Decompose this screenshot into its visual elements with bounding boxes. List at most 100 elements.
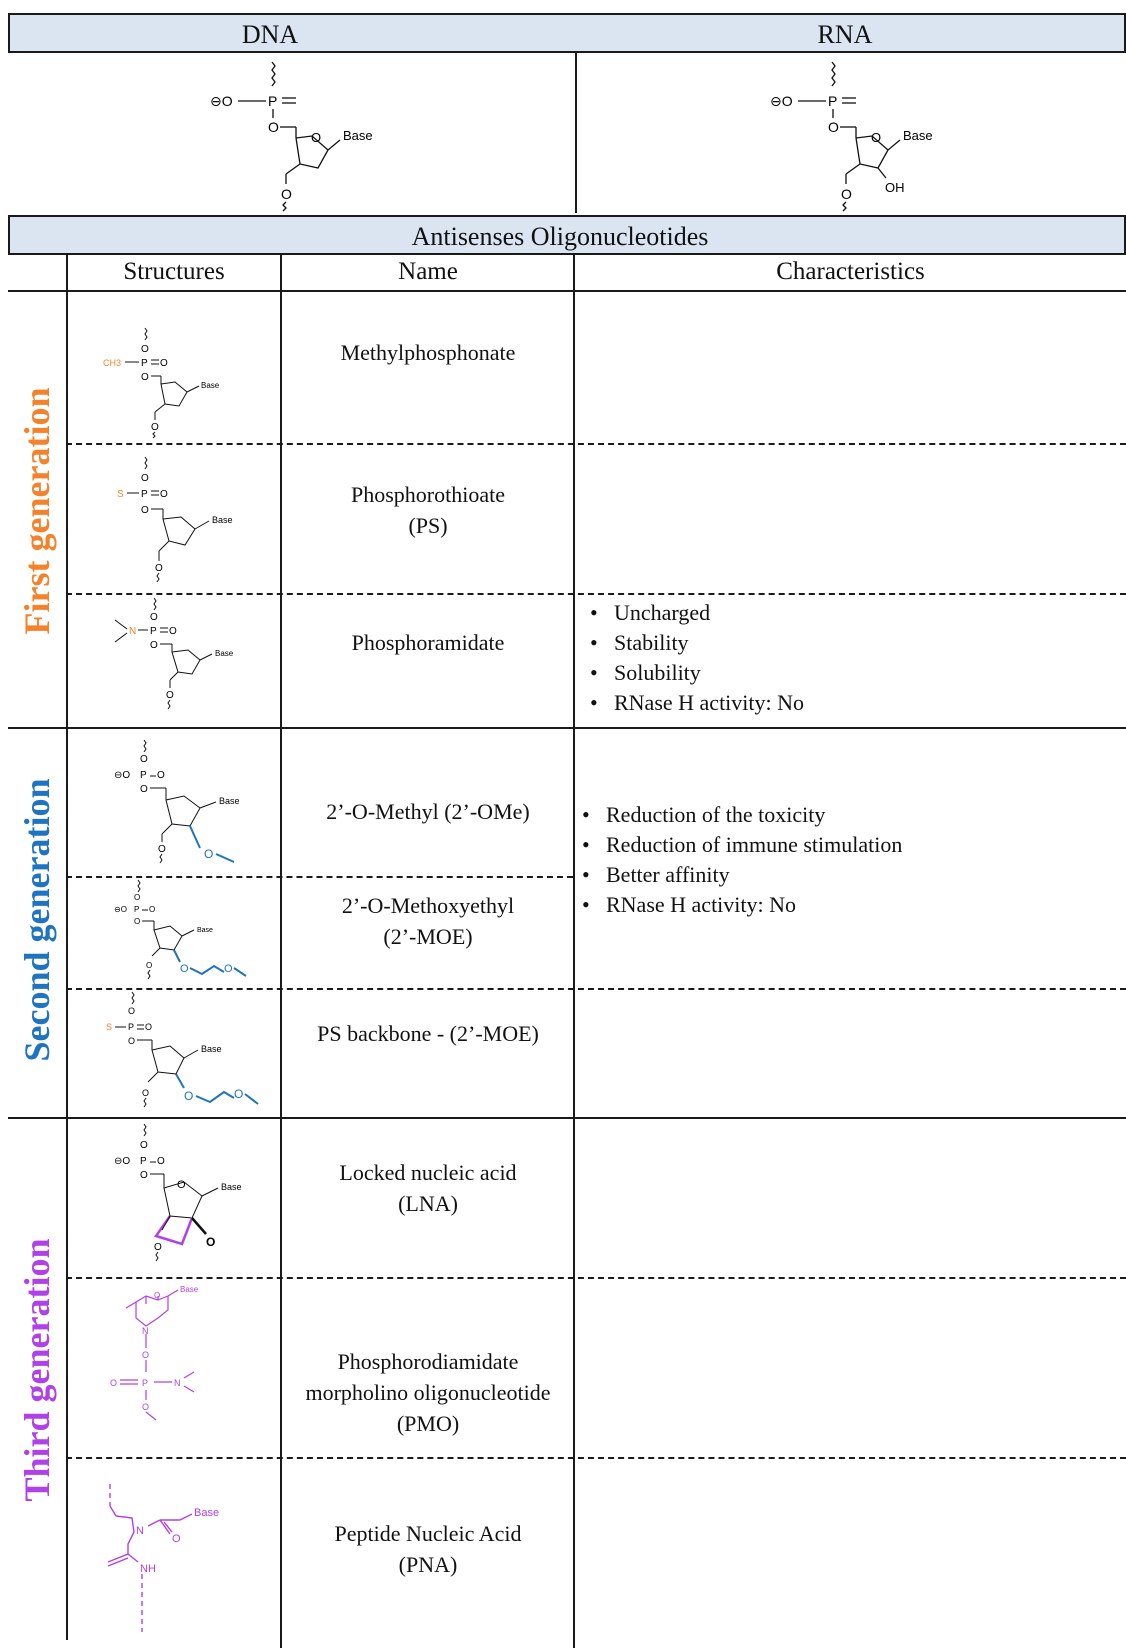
o-atom: O [110,1378,117,1388]
name-line: Peptide Nucleic Acid [334,1521,522,1546]
pna-structure: N O Base NH [107,1484,219,1632]
gen1-characteristics: Uncharged Stability Solubility RNase H a… [584,598,1114,718]
o-atom: O [268,119,279,135]
s-label: S [106,1022,112,1032]
n-label: N [129,626,136,637]
ring-o: O [154,1291,160,1300]
rna-label: RNA [817,20,873,49]
charge-label: ⊖O [770,93,793,109]
o-atom: O [160,489,168,500]
name-2-o-methoxyethyl: 2’-O-Methoxyethyl (2’-MOE) [282,890,574,952]
name-phosphorothioate: Phosphorothioate (PS) [282,479,574,541]
oh-label: OH [885,180,905,195]
base-label: Base [201,1044,222,1054]
o-atom: O [140,1140,148,1151]
2-o-methyl-structure: O P ⊖O O O Base O O [114,739,240,864]
col-structures: Structures [123,258,225,285]
name-line: Locked nucleic acid [339,1160,517,1185]
o-atom: O [155,563,163,574]
p-atom: P [141,358,148,369]
p-atom: P [142,1378,148,1388]
o-atom: O [166,690,174,701]
base-label: Base [180,1286,199,1294]
p-atom: P [150,626,157,637]
n-label: N [136,1525,144,1537]
row-sep-6 [66,1457,1126,1459]
o-atom: O [140,754,148,765]
name-line: Phosphorodiamidate [337,1349,519,1374]
rna-structure: P ⊖O O O Base OH O [770,61,933,212]
o-atom: O [149,905,155,914]
row-sep-4 [66,988,1126,990]
grid-v-2 [280,255,282,1648]
o-atom: O [134,893,140,902]
o-atom: O [140,1170,148,1181]
2-o-methoxyethyl-structure: O P ⊖O O O Base O O O [114,879,247,980]
o-atom: O [142,1402,149,1412]
gen1-label: First generation [17,387,57,635]
dna-structure: P ⊖O O O Base O [210,61,373,212]
o-atom: O [160,358,168,369]
o-atom: O [141,372,149,383]
base-label: Base [212,515,233,525]
o-atom: O [224,963,233,975]
characteristic-item: RNase H activity: No [584,688,1114,718]
base-label: Base [194,1507,219,1519]
ch3-label: CH3 [103,358,121,368]
pmo-structure: Base O N O P O N O [110,1286,199,1421]
col-name: Name [398,258,458,285]
ps-backbone-moe-structure: O P S O O Base O O O [106,991,259,1108]
name-line: Phosphorothioate [351,482,505,507]
row-sep-5 [66,1277,1126,1279]
p-atom: P [140,770,147,781]
phosphorothioate-structure: O P S O O Base O [117,456,233,583]
name-line: 2’-O-Methoxyethyl [341,893,515,918]
o-atom: O [134,917,140,926]
methylphosphonate-structure: O P CH3 O O Base O [103,327,220,439]
name-phosphoramidate: Phosphoramidate [351,630,505,655]
grid-v-1 [66,255,68,1640]
characteristic-item: RNase H activity: No [576,890,1116,920]
gen2-label: Second generation [17,778,57,1062]
o-atom: O [150,640,158,651]
ring-o: O [177,1179,186,1191]
characteristic-item: Uncharged [584,598,1114,628]
charge-label: ⊖O [210,93,233,109]
o-atom: O [157,1156,165,1167]
characteristic-item: Stability [584,628,1114,658]
o-atom: O [140,784,148,795]
o-atom: O [828,119,839,135]
gen1-bottom [8,727,1126,729]
characteristic-item: Better affinity [576,860,1116,890]
p-atom: P [141,489,148,500]
nh-label: NH [140,1563,156,1575]
s-label: S [117,489,124,500]
base-label: Base [197,927,213,934]
o-atom: O [128,1006,135,1016]
o-atom: O [128,1036,135,1046]
p-atom: P [140,1156,147,1167]
name-ps-backbone-moe: PS backbone - (2’-MOE) [317,1021,539,1046]
dna-label: DNA [241,20,299,49]
name-pna: Peptide Nucleic Acid (PNA) [282,1518,574,1580]
phosphoramidate-structure: O P N O O Base O [114,597,234,710]
col-characteristics: Characteristics [776,258,925,285]
name-line: (PS) [408,513,448,538]
name-line: (PMO) [396,1411,460,1436]
o3-atom: O [841,186,852,202]
o-atom: O [234,1087,243,1101]
name-methylphosphonate: Methylphosphonate [340,340,516,365]
n-label: N [142,1326,149,1336]
o-atom: O [204,847,213,861]
o-atom: O [150,612,158,623]
base-label: Base [903,128,933,143]
o-atom: O [151,422,159,433]
row-sep-2 [66,593,1126,595]
name-line: (2’-MOE) [383,924,473,949]
o-atom: O [158,844,166,855]
o-atom: O [145,1022,152,1032]
o-atom: O [157,770,165,781]
name-2-o-methyl: 2’-O-Methyl (2’-OMe) [326,799,530,824]
base-label: Base [221,1182,242,1192]
p-atom: P [828,93,837,109]
